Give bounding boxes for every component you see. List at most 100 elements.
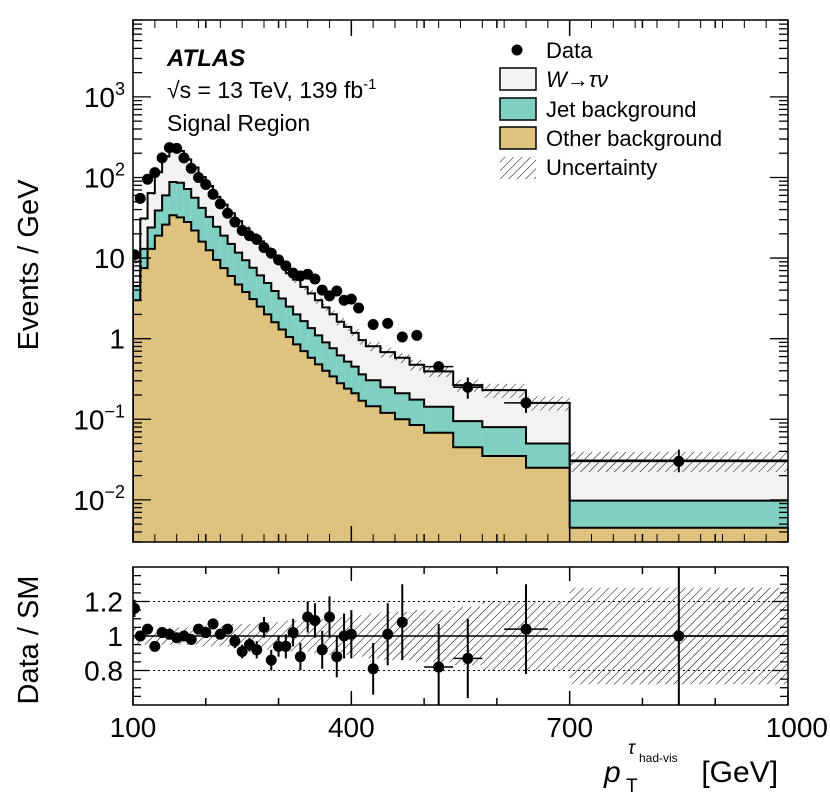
bar-other-background-bin-15 xyxy=(242,291,250,542)
uncert-bin-2 xyxy=(147,191,155,195)
bar-other-background-bin-30 xyxy=(351,393,359,542)
data-point-14 xyxy=(229,216,241,228)
bar-other-background-bin-25 xyxy=(314,364,323,542)
uncert-bin-24 xyxy=(307,290,315,298)
ratio-point-25 xyxy=(309,614,321,626)
data-point-28 xyxy=(331,285,343,297)
x-tick-label-3: 1000 xyxy=(766,712,828,743)
data-point-6 xyxy=(171,142,183,154)
legend-entry-other-background: Other background xyxy=(499,126,722,151)
top-y-tick-label-4: 102 xyxy=(84,159,125,193)
uncert-bin-33 xyxy=(380,347,395,358)
data-point-20 xyxy=(273,254,285,266)
atlas-label: ATLAS xyxy=(166,45,245,72)
bar-other-background-bin-33 xyxy=(380,412,395,542)
bar-other-background-bin-12 xyxy=(220,268,228,542)
bar-other-background-bin-5 xyxy=(169,215,177,542)
outline-other-background xyxy=(133,214,788,542)
ratio-point-11 xyxy=(207,618,219,630)
top-y-tick-label-5: 103 xyxy=(84,79,125,113)
uncert-bin-23 xyxy=(300,283,308,291)
data-point-2 xyxy=(142,173,154,185)
ratio-point-36 xyxy=(520,623,532,635)
data-point-7 xyxy=(178,152,190,164)
ratio-point-35 xyxy=(462,652,474,664)
bar-other-background-bin-1 xyxy=(140,268,148,542)
top-y-tick-label-2: 1 xyxy=(109,324,125,355)
uncert-bin-25 xyxy=(314,296,323,304)
ratio-point-27 xyxy=(324,611,335,623)
bar-other-background-bin-17 xyxy=(256,306,264,542)
data-point-34 xyxy=(396,331,408,343)
uncert-bin-28 xyxy=(336,318,345,326)
legend-w-label: W→τν xyxy=(546,67,608,92)
data-point-32 xyxy=(367,318,379,330)
ratio-y-tick-label-1: 1 xyxy=(107,621,123,652)
ratio-points xyxy=(133,567,788,705)
bar-other-background-bin-28 xyxy=(336,383,345,542)
bar-other-background-bin-3 xyxy=(154,235,163,542)
bar-other-background-bin-19 xyxy=(271,322,279,542)
data-point-4 xyxy=(156,152,168,164)
legend-entry-data: Data xyxy=(511,38,593,63)
ratio-point-22 xyxy=(287,627,299,639)
bar-other-background-bin-18 xyxy=(264,314,272,542)
data-point-9 xyxy=(193,171,204,183)
x-axis-title-p: p xyxy=(603,756,621,789)
data-point-31 xyxy=(353,302,365,314)
data-point-3 xyxy=(149,167,161,179)
uncert-bin-35 xyxy=(409,359,425,371)
ratio-point-37 xyxy=(673,630,685,642)
legend-uncert-label: Uncertainty xyxy=(546,155,657,180)
ratio-point-14 xyxy=(229,635,241,647)
outline-jet-background xyxy=(133,180,788,542)
bar-other-background-bin-6 xyxy=(176,217,184,542)
data-points xyxy=(133,142,788,473)
region-label: Signal Region xyxy=(167,110,310,136)
legend-data-label: Data xyxy=(546,38,593,63)
ratio-point-34 xyxy=(433,661,445,673)
ratio-point-10 xyxy=(200,627,212,639)
bar-other-background-bin-24 xyxy=(307,357,315,542)
atlas-label-block: ATLAS √s = 13 TeV, 139 fb-1 Signal Regio… xyxy=(166,45,377,136)
x-tick-label-2: 700 xyxy=(546,712,593,743)
ratio-y-axis-title: Data / SM xyxy=(13,576,45,705)
ratio-point-28 xyxy=(331,651,343,663)
bar-other-background-bin-16 xyxy=(249,299,257,542)
x-axis-title-sub: T xyxy=(626,776,638,797)
legend-entry-jet-background: Jet background xyxy=(499,97,696,122)
top-y-tick-label-1: 10−1 xyxy=(73,401,125,435)
data-point-13 xyxy=(222,207,234,219)
legend-other-swatch xyxy=(499,126,537,150)
bar-other-background-bin-32 xyxy=(365,406,381,542)
uncert-bin-30 xyxy=(351,328,359,338)
bar-other-background-bin-4 xyxy=(162,224,170,542)
data-point-17 xyxy=(251,234,263,246)
bar-other-background-bin-22 xyxy=(293,344,301,542)
legend: Data W→τν Jet background Other backgroun… xyxy=(499,38,722,180)
bar-other-background-bin-31 xyxy=(358,400,366,542)
bar-other-background-bin-8 xyxy=(191,230,199,542)
ratio-point-26 xyxy=(316,644,328,656)
ratio-point-19 xyxy=(265,654,277,666)
x-axis-title-unit: [GeV] xyxy=(693,756,778,789)
legend-entry-uncertainty: Uncertainty xyxy=(500,155,657,180)
uncert-bin-29 xyxy=(344,323,352,331)
uncert-bin-31 xyxy=(358,336,366,345)
y-axis-title: Events / GeV xyxy=(13,179,45,351)
bar-other-background-bin-36 xyxy=(424,432,454,542)
ratio-point-13 xyxy=(222,623,234,635)
uncert-bin-34 xyxy=(395,353,410,364)
data-point-39 xyxy=(673,455,685,467)
x-axis-title: p T τ had-vis [GeV] xyxy=(603,738,778,797)
bar-other-background-bin-2 xyxy=(147,248,155,542)
ratio-point-33 xyxy=(396,616,408,628)
bar-other-background-bin-14 xyxy=(234,284,243,542)
uncert-bin-32 xyxy=(365,341,381,352)
ratio-point-17 xyxy=(251,644,263,656)
bar-other-background-bin-13 xyxy=(227,275,235,542)
data-point-37 xyxy=(462,381,474,393)
stacked-histogram xyxy=(133,147,788,542)
data-point-38 xyxy=(520,397,532,409)
bar-other-background-bin-0 xyxy=(133,300,141,542)
